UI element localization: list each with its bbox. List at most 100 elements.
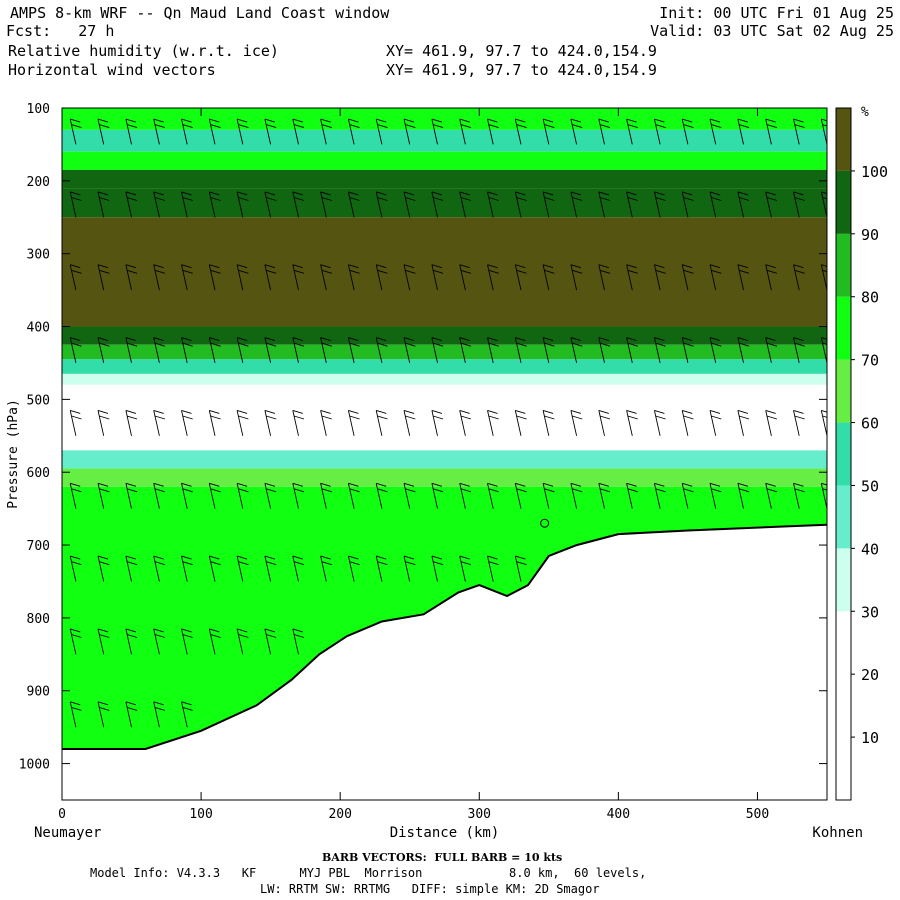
rh-band — [62, 217, 827, 327]
barb-note: BARB VECTORS: FULL BARB = 10 kts — [322, 851, 563, 864]
wind-barb — [181, 409, 193, 436]
colorbar-label: 100 — [861, 163, 888, 181]
wind-barb — [765, 118, 778, 145]
wind-barb — [542, 118, 555, 145]
y-tick-label: 200 — [27, 175, 50, 190]
wind-barb — [765, 337, 778, 363]
wind-barb — [236, 337, 249, 363]
wind-barb — [153, 482, 166, 509]
field2-xy: XY= 461.9, 97.7 to 424.0,154.9 — [386, 61, 657, 79]
wind-barb — [514, 337, 527, 363]
wind-barb — [514, 409, 527, 436]
wind-barb — [153, 628, 166, 655]
wind-barb — [737, 118, 750, 145]
rh-band — [62, 151, 827, 170]
wind-barb — [292, 555, 305, 582]
wind-barb — [820, 482, 827, 509]
wind-barb — [403, 555, 416, 582]
wind-barb — [125, 118, 138, 145]
colorbar-segment — [836, 737, 851, 800]
y-tick-label: 900 — [27, 685, 50, 700]
rh-band — [62, 359, 827, 374]
colorbar-label: 90 — [861, 226, 879, 244]
model-info-2: LW: RRTM SW: RRTMG DIFF: simple KM: 2D S… — [260, 882, 600, 896]
rh-band — [62, 450, 827, 469]
wind-barb — [320, 337, 332, 363]
x-tick-label: 300 — [468, 807, 491, 822]
rh-band — [62, 344, 827, 360]
wind-barb — [681, 118, 694, 145]
colorbar-label: 70 — [861, 352, 879, 370]
wind-barb — [320, 409, 332, 436]
wind-barb — [97, 118, 110, 145]
wind-barb — [125, 409, 138, 436]
wind-barb — [459, 191, 472, 218]
wind-barb — [737, 191, 750, 218]
wind-barb — [125, 482, 138, 509]
wind-barb — [737, 482, 750, 509]
wind-barb — [570, 409, 583, 436]
wind-barb — [153, 191, 166, 218]
colorbar-segment — [836, 422, 851, 486]
wind-barb — [626, 337, 638, 363]
colorbar-segment — [836, 674, 851, 738]
wind-barb — [375, 118, 388, 145]
wind-barb — [765, 409, 778, 436]
wind-barb — [236, 264, 249, 291]
wind-barb — [375, 337, 388, 363]
wind-barb — [403, 118, 416, 145]
wind-barb — [153, 264, 166, 291]
wind-barb — [570, 118, 583, 145]
wind-barb — [793, 409, 805, 436]
wind-barb — [514, 482, 527, 509]
wind-barb — [69, 409, 82, 436]
wind-barb — [820, 191, 827, 218]
wind-barb — [653, 337, 666, 363]
rh-band — [62, 108, 827, 130]
init-time: Init: 00 UTC Fri 01 Aug 25 — [659, 4, 894, 22]
wind-barb — [153, 409, 166, 436]
wind-barb — [125, 337, 138, 363]
field1-xy: XY= 461.9, 97.7 to 424.0,154.9 — [386, 42, 657, 60]
wind-barb — [69, 701, 82, 728]
wind-barb — [626, 191, 638, 218]
wind-barb — [765, 482, 778, 509]
colorbar-segment — [836, 108, 851, 171]
rh-band — [62, 373, 827, 385]
wind-barb — [820, 118, 827, 145]
wind-barb — [709, 264, 722, 291]
wind-barb — [181, 701, 193, 728]
wind-barb — [681, 264, 694, 291]
wind-barb — [737, 409, 750, 436]
wind-barb — [181, 191, 193, 218]
wind-barb — [208, 555, 221, 582]
wind-barb — [431, 264, 444, 291]
wind-barb — [69, 264, 82, 291]
x-tick-label: 400 — [607, 807, 630, 822]
rh-band — [62, 188, 827, 218]
wind-barb — [236, 118, 249, 145]
wind-barb — [208, 264, 221, 291]
rh-band — [62, 169, 827, 189]
wind-barb — [208, 337, 221, 363]
wind-barb — [264, 628, 277, 655]
wind-barb — [320, 191, 332, 218]
wind-barb — [487, 409, 499, 436]
colorbar-label: 20 — [861, 666, 879, 684]
wind-barb — [375, 482, 388, 509]
wind-barb — [69, 118, 82, 145]
wind-barb — [347, 555, 360, 582]
wind-barb — [125, 555, 138, 582]
wind-barb — [236, 555, 249, 582]
wind-barb — [208, 482, 221, 509]
x-tick-label: 500 — [746, 807, 769, 822]
wind-barb — [97, 555, 110, 582]
wind-barb — [737, 264, 750, 291]
field1-label: Relative humidity (w.r.t. ice) — [8, 42, 279, 60]
wind-barb — [264, 264, 277, 291]
wind-barb — [125, 628, 138, 655]
wind-barb — [375, 264, 388, 291]
left-endpoint-label: Neumayer — [34, 825, 101, 841]
chart-title: AMPS 8-km WRF -- Qn Maud Land Coast wind… — [10, 4, 390, 22]
wind-barb — [403, 337, 416, 363]
